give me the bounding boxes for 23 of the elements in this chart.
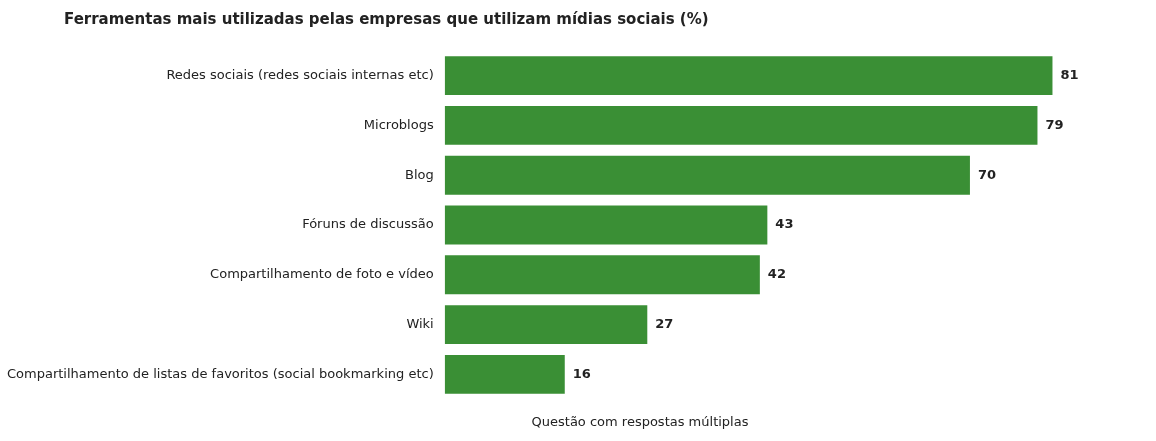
- bar: [444, 305, 648, 344]
- bar: [444, 255, 760, 295]
- bar: [444, 354, 565, 394]
- data-label: 42: [767, 266, 786, 282]
- bar: [444, 205, 768, 245]
- data-label: 70: [977, 166, 997, 182]
- y-tick-label: Wiki: [406, 315, 434, 331]
- data-label: 81: [1060, 67, 1079, 83]
- y-tick-label: Compartilhamento de listas de favoritos (social bookmarking etc): [6, 365, 434, 381]
- chart-title: Ferramentas mais utilizadas pelas empresas que utilizam mídias sociais (%): [64, 10, 709, 28]
- bar: [444, 106, 1038, 145]
- y-tick-label: Redes sociais (redes sociais internas etc): [166, 67, 434, 83]
- y-tick-label: Compartilhamento de foto e vídeo: [210, 266, 434, 282]
- data-label: 43: [775, 216, 794, 232]
- data-label: 16: [572, 365, 591, 381]
- y-tick-label: Microblogs: [363, 116, 434, 132]
- text: Questão com respostas múltiplas: [530, 414, 750, 429]
- bar: [444, 56, 1053, 96]
- data-label: 27: [655, 315, 674, 331]
- y-tick-label: Blog: [404, 166, 434, 182]
- bar: [444, 155, 970, 195]
- y-tick-label: Fóruns de discussão: [302, 216, 434, 232]
- data-label: 79: [1045, 116, 1064, 132]
